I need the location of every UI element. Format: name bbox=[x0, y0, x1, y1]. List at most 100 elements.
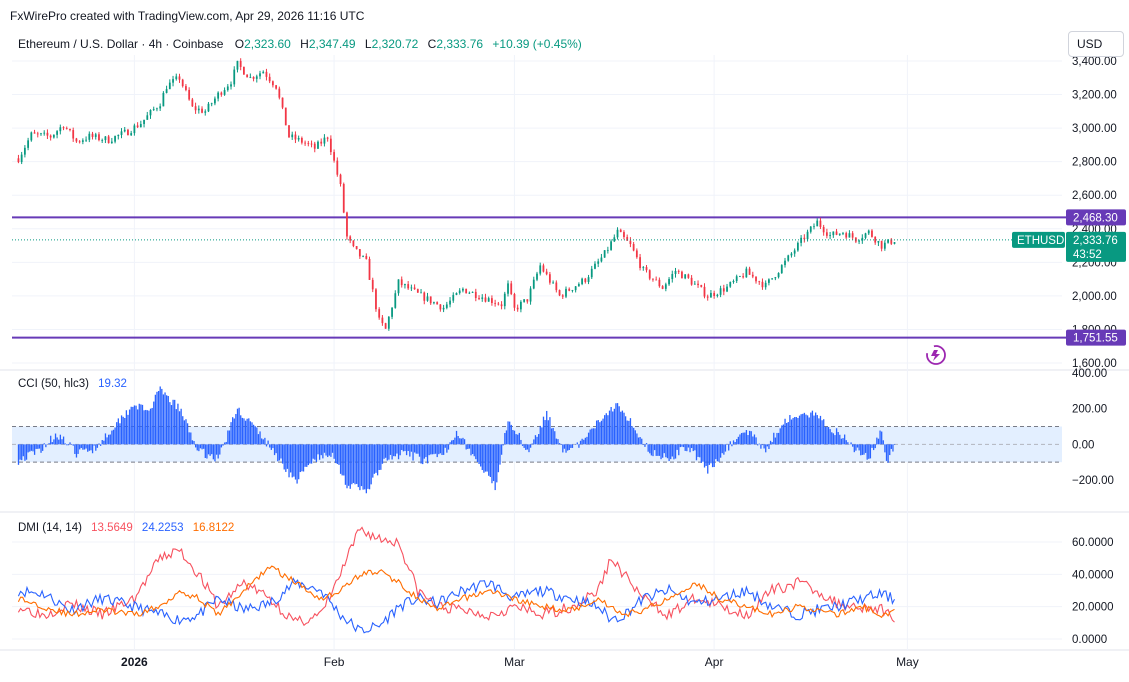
cci-bar bbox=[346, 444, 348, 489]
candle-body bbox=[700, 285, 703, 287]
candle-body bbox=[755, 276, 757, 282]
cci-bar bbox=[388, 444, 390, 460]
cci-bar bbox=[404, 444, 406, 452]
cci-bar bbox=[845, 440, 847, 445]
cci-bar bbox=[159, 386, 161, 445]
cci-bar bbox=[261, 438, 263, 445]
candle-body bbox=[23, 147, 26, 155]
candle-body bbox=[565, 288, 567, 297]
time-tick-label: 2026 bbox=[121, 655, 148, 669]
cci-bar bbox=[610, 406, 612, 445]
cci-bar bbox=[758, 443, 760, 445]
candle-body bbox=[178, 76, 181, 80]
cci-bar bbox=[193, 441, 195, 445]
cci-bar bbox=[56, 437, 58, 445]
candle-body bbox=[465, 288, 468, 294]
cci-bar bbox=[88, 444, 91, 451]
cci-name: CCI bbox=[18, 378, 38, 390]
candle-body bbox=[107, 136, 110, 144]
cci-bar bbox=[686, 444, 688, 452]
last-price-tag bbox=[1066, 231, 1126, 262]
cci-bar bbox=[866, 444, 868, 460]
cci-bar bbox=[753, 434, 756, 445]
cci-bar bbox=[774, 437, 777, 445]
candle-body bbox=[690, 277, 693, 285]
cci-bar bbox=[186, 423, 189, 445]
cci-bar bbox=[415, 444, 417, 454]
cci-bar bbox=[315, 444, 318, 462]
candle-body bbox=[268, 76, 271, 82]
dmi-series-line-plus-di bbox=[17, 526, 895, 627]
candle-body bbox=[487, 298, 490, 302]
cci-bar bbox=[868, 444, 870, 459]
cci-bar bbox=[119, 423, 121, 445]
cci-bar bbox=[220, 444, 223, 448]
cci-bar bbox=[639, 437, 641, 445]
candle-body bbox=[671, 273, 674, 280]
cci-bar bbox=[99, 444, 102, 446]
cci-bar bbox=[641, 438, 643, 445]
candle-body bbox=[871, 230, 873, 237]
candle-body bbox=[410, 287, 413, 289]
candle-body bbox=[394, 293, 397, 308]
cci-bar bbox=[85, 444, 87, 449]
cci-bar bbox=[201, 444, 203, 450]
cci-bar bbox=[323, 444, 326, 453]
cci-bar bbox=[512, 430, 514, 445]
currency-button[interactable]: USD bbox=[1068, 31, 1124, 57]
cci-bar bbox=[143, 410, 145, 445]
cci-bar bbox=[647, 444, 649, 452]
cci-bar bbox=[103, 440, 105, 445]
candle-body bbox=[883, 242, 886, 249]
cci-bar bbox=[436, 444, 438, 458]
candle-body bbox=[136, 125, 139, 128]
cci-bar bbox=[37, 444, 39, 449]
cci-bar bbox=[872, 444, 875, 451]
cci-bar bbox=[425, 444, 427, 458]
cci-bar bbox=[294, 444, 297, 480]
cci-bar bbox=[341, 444, 343, 476]
cci-bar bbox=[124, 417, 126, 445]
candle-body bbox=[500, 304, 503, 307]
candle-body bbox=[597, 261, 600, 264]
cci-bar bbox=[407, 444, 409, 452]
symbol-tag-label: ETHUSD bbox=[1017, 235, 1064, 247]
cci-bar bbox=[808, 417, 810, 445]
cci-bar bbox=[61, 439, 63, 445]
candle-body bbox=[94, 134, 97, 137]
candle-body bbox=[117, 134, 120, 137]
cci-bar bbox=[806, 415, 809, 445]
cci-bar bbox=[249, 421, 252, 445]
time-tick-label: Feb bbox=[324, 655, 345, 669]
candle-body bbox=[239, 60, 242, 67]
cci-bar bbox=[827, 427, 830, 445]
cci-bar bbox=[304, 444, 306, 467]
candle-body bbox=[555, 282, 558, 291]
cci-bar bbox=[597, 420, 599, 445]
horizontal-levels[interactable] bbox=[12, 216, 1068, 339]
candle-body bbox=[777, 273, 780, 278]
candle-body bbox=[223, 90, 226, 95]
cci-bar bbox=[815, 412, 817, 445]
chart-canvas[interactable]: 3,400.00 3,200.00 3,000.00 2,800.00 2,600.00… bbox=[0, 28, 1129, 682]
cci-bar bbox=[375, 444, 377, 473]
open-value: 2,323.60 bbox=[244, 37, 291, 51]
candle-body bbox=[574, 286, 577, 291]
cci-bar bbox=[497, 444, 500, 473]
cci-bar bbox=[230, 422, 232, 445]
candle-body bbox=[481, 297, 484, 299]
candle-body bbox=[719, 288, 722, 295]
cci-bar bbox=[38, 444, 41, 449]
cci-bar bbox=[631, 426, 633, 445]
cci-bar bbox=[339, 444, 342, 474]
high-value: 2,347.49 bbox=[308, 37, 356, 51]
cci-bar bbox=[467, 444, 469, 449]
cci-bar bbox=[426, 444, 429, 464]
cci-bar bbox=[27, 444, 29, 453]
cci-bar bbox=[51, 442, 53, 445]
cci-bar bbox=[471, 444, 474, 455]
cci-bar bbox=[280, 444, 282, 459]
candle-body bbox=[739, 276, 741, 278]
candle-body bbox=[668, 279, 670, 285]
cci-bar bbox=[120, 415, 123, 445]
